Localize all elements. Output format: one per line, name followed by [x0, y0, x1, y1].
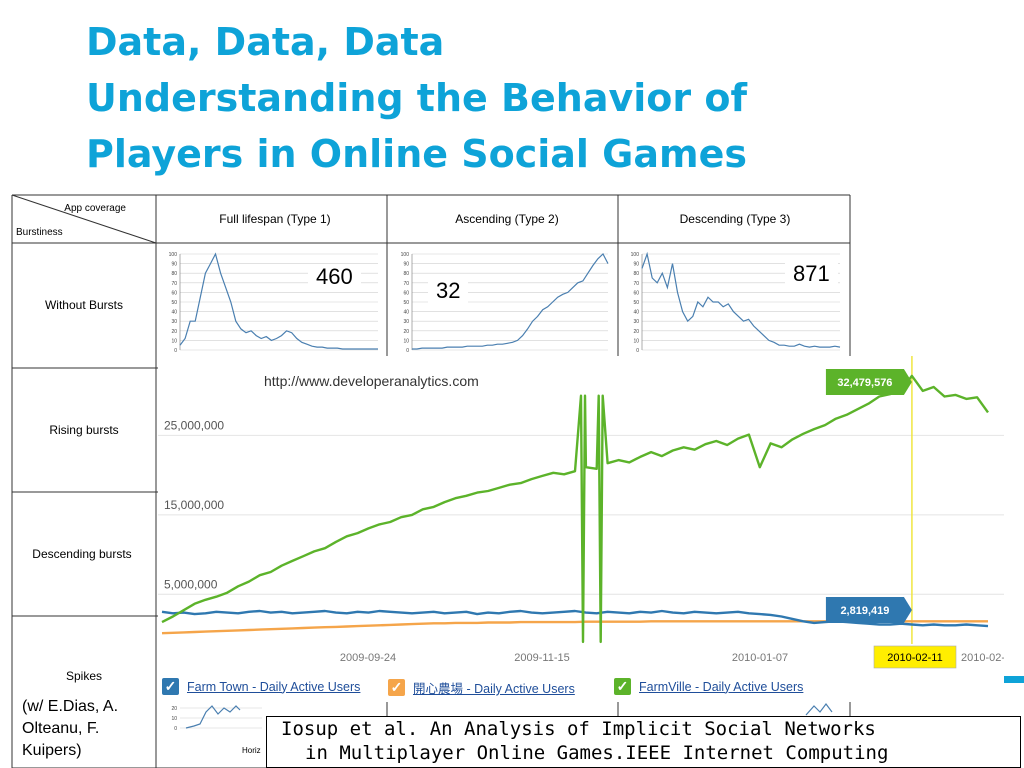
mini-tick-label: 70 [171, 281, 177, 287]
mini-tick-label: 90 [403, 262, 409, 268]
main-y-tick-label: 25,000,000 [164, 418, 224, 432]
legend-label[interactable]: FarmVille - Daily Active Users [639, 679, 804, 694]
mini-chart-type1: 0 10 20 30 40 50 60 70 80 90 100 [169, 252, 378, 354]
farm-town-value-callout-bg [825, 597, 912, 623]
mini-tick-label: 50 [171, 300, 177, 306]
mini-tick-label: 90 [171, 262, 177, 268]
row-header-descending-bursts: Descending bursts [32, 547, 131, 561]
main-x-tick-label: 2010-01-07 [732, 652, 788, 664]
mini-tick-label: 10 [633, 338, 639, 344]
legend-farmville[interactable]: ✓ FarmVille - Daily Active Users [614, 678, 803, 695]
daily-active-users-chart: http://www.developeranalytics.com 5,000,… [158, 356, 1004, 702]
farmville-value-callout-bg [825, 369, 912, 395]
check-icon[interactable]: ✓ [614, 678, 631, 695]
mini-tick-label: 50 [403, 300, 409, 306]
count-type3: 871 [785, 261, 838, 287]
mini-tick-label: 70 [403, 281, 409, 287]
main-x-tick-label: 2010-02- [961, 652, 1004, 664]
mini-tick-label: 10 [403, 338, 409, 344]
check-icon[interactable]: ✓ [162, 678, 179, 695]
main-y-tick-label: 5,000,000 [164, 577, 218, 591]
series-farmville-line [161, 374, 989, 644]
row-header-without-bursts: Without Bursts [45, 298, 123, 312]
main-chart-svg: http://www.developeranalytics.com 5,000,… [158, 356, 1004, 669]
legend-kaixin-farm[interactable]: ✓ 開心農場 - Daily Active Users [388, 678, 575, 697]
mini-tick-label: 30 [403, 319, 409, 325]
credit-line-1: (w/ E.Dias, A. [22, 698, 119, 715]
column-header-type2: Ascending (Type 2) [455, 212, 558, 226]
highlight-date-label: 2010-02-11 [887, 652, 942, 664]
legend-label[interactable]: 開心農場 - Daily Active Users [413, 682, 575, 696]
column-header-type1: Full lifespan (Type 1) [219, 212, 330, 226]
mini-tick-label: 30 [171, 319, 177, 325]
mini-series-line [641, 251, 841, 348]
mini-series-line [805, 703, 833, 716]
legend-farm-town[interactable]: ✓ Farm Town - Daily Active Users [162, 678, 360, 695]
mini-tick-label: 20 [171, 329, 177, 335]
legend-label[interactable]: Farm Town - Daily Active Users [187, 679, 361, 694]
mini-tick-label: 10 [171, 716, 177, 722]
count-type2: 32 [428, 278, 469, 304]
mini-tick-label: 60 [403, 290, 409, 296]
corner-diagonal [11, 194, 157, 244]
corner-header-bottom: Burstiness [16, 227, 63, 238]
credit-line-2: Olteanu, F. [22, 720, 100, 737]
mini-tick-label: 100 [169, 252, 178, 258]
mini-tick-label: 100 [631, 252, 640, 258]
mini-tick-label: 80 [633, 271, 639, 277]
mini-tick-label: 100 [401, 252, 410, 258]
credit-line-3: Kuipers) [22, 742, 82, 759]
column-header-type3: Descending (Type 3) [680, 212, 791, 226]
main-x-tick-label: 2009-09-24 [340, 652, 396, 664]
spikes-chart-fragment: 0 10 20 [171, 703, 833, 732]
row-header-spikes: Spikes [66, 669, 102, 683]
mini-tick-label: 70 [633, 281, 639, 287]
mini-chart-type3: 0 10 20 30 40 50 60 70 80 90 100 [631, 251, 841, 354]
mini-tick-label: 40 [171, 310, 177, 316]
main-y-tick-label: 15,000,000 [164, 498, 224, 512]
title-line-2: Understanding the Behavior of [86, 76, 747, 120]
check-icon[interactable]: ✓ [388, 679, 405, 696]
row-header-rising-bursts: Rising bursts [49, 423, 118, 437]
mini-tick-label: 0 [636, 348, 639, 354]
mini-tick-label: 0 [406, 348, 409, 354]
source-url: http://www.developeranalytics.com [264, 373, 479, 389]
mini-tick-label: 20 [403, 329, 409, 335]
highlight-date-box [873, 645, 957, 669]
mini-tick-label: 80 [403, 271, 409, 277]
count-type1: 460 [308, 264, 361, 290]
mini-tick-label: 90 [633, 262, 639, 268]
mini-tick-label: 50 [633, 300, 639, 306]
mini-tick-label: 0 [174, 726, 177, 732]
mini-tick-label: 20 [633, 329, 639, 335]
mini-tick-label: 30 [633, 319, 639, 325]
mini-series-line [179, 252, 378, 350]
title-line-3: Players in Online Social Games [86, 132, 747, 176]
citation-box: Iosup et al. An Analysis of Implicit Soc… [266, 716, 1021, 768]
corner-header-top: App coverage [64, 203, 126, 214]
farm-town-value-callout-label: 2,819,419 [840, 605, 889, 617]
slide-title: Data, Data, Data Understanding the Behav… [86, 14, 986, 182]
mini-tick-label: 60 [633, 290, 639, 296]
mini-tick-label: 40 [633, 310, 639, 316]
mini-series-line [412, 253, 609, 350]
citation-line-1: Iosup et al. An Analysis of Implicit Soc… [281, 718, 876, 740]
mini-tick-label: 20 [171, 706, 177, 712]
mini-tick-label: 10 [171, 338, 177, 344]
farmville-value-callout-label: 32,479,576 [837, 377, 892, 389]
accent-bar [1004, 676, 1024, 683]
mini-tick-label: 0 [174, 348, 177, 354]
credit-text: (w/ E.Dias, A. Olteanu, F. Kuipers) [22, 696, 118, 762]
title-line-1: Data, Data, Data [86, 20, 445, 64]
main-x-tick-label: 2009-11-15 [514, 652, 569, 664]
mini-series-line [185, 705, 241, 729]
mini-tick-label: 40 [403, 310, 409, 316]
partial-axis-label: Horiz [242, 746, 261, 755]
mini-tick-label: 60 [171, 290, 177, 296]
citation-line-2: in Multiplayer Online Games.IEEE Interne… [305, 742, 889, 764]
mini-tick-label: 80 [171, 271, 177, 277]
